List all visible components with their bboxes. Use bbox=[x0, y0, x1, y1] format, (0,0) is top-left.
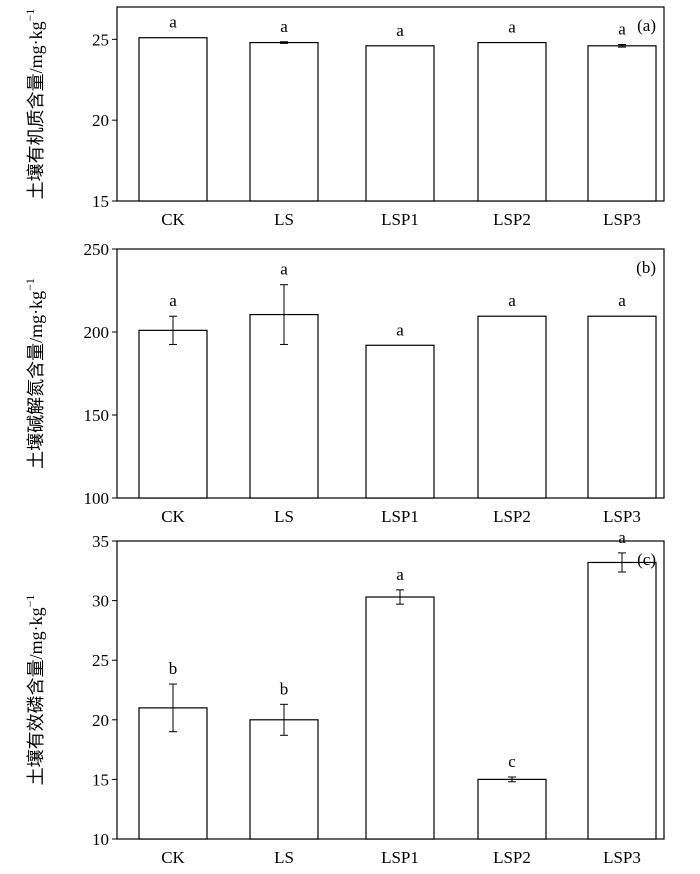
x-tick-label: CK bbox=[161, 848, 185, 867]
x-tick-label: LSP2 bbox=[493, 848, 531, 867]
y-tick-label: 250 bbox=[84, 240, 110, 259]
y-axis-label-text: 土壤碱解氮含量/mg·kg bbox=[26, 291, 46, 469]
significance-label: a bbox=[618, 291, 626, 310]
bar bbox=[365, 344, 435, 499]
x-tick-label: LSP2 bbox=[493, 507, 531, 526]
y-axis-label-superscript: −1 bbox=[23, 595, 37, 608]
panel-b: 100 150 200 250 a CK a LS a LSP1 a LSP2 a LSP3 (b) 土壤碱解… bbox=[23, 240, 665, 526]
y-axis-label: 土壤有机质含量/mg·kg−1 bbox=[23, 9, 46, 200]
significance-label: a bbox=[618, 528, 626, 547]
significance-label: a bbox=[169, 13, 177, 32]
panel-tag: (a) bbox=[637, 16, 656, 35]
panel-a: 15 20 25 a CK a LS a LSP1 a LSP2 a LSP3 (a) 土壤有机质含量/mg… bbox=[23, 6, 665, 229]
y-tick-label: 15 bbox=[92, 770, 109, 789]
panel-tag: (b) bbox=[636, 258, 656, 277]
y-tick-label: 100 bbox=[84, 489, 110, 508]
bar bbox=[477, 778, 547, 840]
bar bbox=[365, 596, 435, 840]
x-tick-label: LS bbox=[274, 848, 294, 867]
y-axis-label-text: 土壤有机质含量/mg·kg bbox=[26, 21, 46, 199]
y-axis-label: 土壤碱解氮含量/mg·kg−1 bbox=[23, 278, 46, 469]
significance-label: a bbox=[396, 21, 404, 40]
significance-label: b bbox=[280, 679, 289, 698]
x-tick-label: CK bbox=[161, 507, 185, 526]
significance-label: a bbox=[169, 291, 177, 310]
bar bbox=[249, 313, 319, 499]
y-tick-label: 150 bbox=[84, 406, 110, 425]
y-tick-label: 20 bbox=[92, 111, 109, 130]
y-axis-label-superscript: −1 bbox=[23, 9, 37, 22]
y-tick-label: 10 bbox=[92, 830, 109, 849]
y-tick-label: 25 bbox=[92, 651, 109, 670]
bar bbox=[138, 37, 208, 202]
significance-label: c bbox=[508, 752, 516, 771]
x-tick-label: LSP1 bbox=[381, 848, 419, 867]
significance-label: a bbox=[280, 260, 288, 279]
bar bbox=[477, 41, 547, 202]
bar bbox=[138, 329, 208, 499]
x-tick-label: LS bbox=[274, 507, 294, 526]
y-tick-label: 20 bbox=[92, 711, 109, 730]
x-tick-label: LSP3 bbox=[603, 507, 641, 526]
significance-label: a bbox=[396, 320, 404, 339]
significance-label: a bbox=[396, 565, 404, 584]
significance-label: a bbox=[508, 291, 516, 310]
x-tick-label: LSP3 bbox=[603, 848, 641, 867]
y-tick-label: 200 bbox=[84, 323, 110, 342]
significance-label: a bbox=[280, 17, 288, 36]
y-tick-label: 15 bbox=[92, 192, 109, 211]
bar bbox=[477, 315, 547, 499]
x-tick-label: LSP3 bbox=[603, 210, 641, 229]
x-tick-label: LSP1 bbox=[381, 507, 419, 526]
y-tick-label: 30 bbox=[92, 592, 109, 611]
significance-label: b bbox=[169, 659, 178, 678]
x-tick-label: LS bbox=[274, 210, 294, 229]
bar bbox=[587, 315, 657, 499]
y-axis-label: 土壤有效磷含量/mg·kg−1 bbox=[23, 595, 46, 786]
bar bbox=[249, 41, 319, 202]
x-tick-label: LSP1 bbox=[381, 210, 419, 229]
x-tick-label: CK bbox=[161, 210, 185, 229]
significance-label: a bbox=[508, 18, 516, 37]
panel-c: 10 15 20 25 30 35 b CK b LS a LSP1 c LSP2 a LSP3 (c) 土壤有效… bbox=[23, 528, 665, 867]
y-tick-label: 35 bbox=[92, 532, 109, 551]
bar bbox=[587, 561, 657, 840]
y-axis-label-superscript: −1 bbox=[23, 278, 37, 291]
y-axis-label-text: 土壤有效磷含量/mg·kg bbox=[26, 607, 46, 785]
bar bbox=[365, 45, 435, 202]
significance-label: a bbox=[618, 20, 626, 39]
x-tick-label: LSP2 bbox=[493, 210, 531, 229]
bar bbox=[587, 45, 657, 202]
panel-tag: (c) bbox=[637, 550, 656, 569]
y-tick-label: 25 bbox=[92, 30, 109, 49]
bar bbox=[249, 719, 319, 840]
